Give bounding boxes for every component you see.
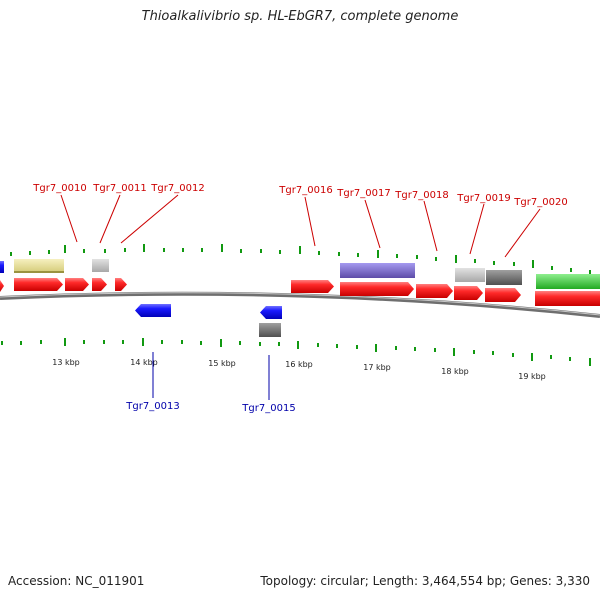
gene-label-tgr7-0018[interactable]: Tgr7_0018 [394,190,448,201]
feature-light-gray[interactable] [455,268,485,282]
genome-backbone [0,291,600,318]
gene-label-tgr7-0015[interactable]: Tgr7_0015 [241,403,295,414]
scale-label-15kbp: 15 kbp [208,359,236,368]
gene-label-tgr7-0010[interactable]: Tgr7_0010 [32,183,86,194]
gene-label-tgr7-0011[interactable]: Tgr7_0011 [92,183,146,194]
bottom-label-connectors [152,352,270,400]
cds-forward-h[interactable] [454,286,483,300]
scale-label-18kbp: 18 kbp [441,367,469,376]
feature-dark-gray[interactable] [486,270,522,285]
cds-reverse-tgr7-0015[interactable] [260,306,282,319]
bottom-tick-row [1,338,591,366]
feature-track [0,259,600,289]
reverse-strand-track [135,304,282,337]
feature-blue-edge[interactable] [0,261,4,273]
feature-green[interactable] [536,274,600,289]
genome-summary-text: Topology: circular; Length: 3,464,554 bp… [260,574,590,588]
feature-yellow-base [14,271,64,273]
genome-title: Thioalkalivibrio sp. HL-EbGR7, complete … [141,9,459,24]
gene-label-tgr7-0017[interactable]: Tgr7_0017 [336,188,390,199]
cds-forward-j[interactable] [535,291,600,306]
gene-label-tgr7-0013[interactable]: Tgr7_0013 [125,401,179,412]
cds-forward-b[interactable] [65,278,89,291]
feature-light-gray-small[interactable] [92,259,109,272]
top-tick-row [10,244,591,274]
cds-forward-e[interactable] [291,280,334,293]
cds-forward-f[interactable] [340,282,414,296]
gene-label-tgr7-0020[interactable]: Tgr7_0020 [513,197,567,208]
cds-reverse-tgr7-0013[interactable] [135,304,171,317]
forward-strand-track [0,278,600,306]
feature-yellow[interactable] [14,259,64,271]
scale-label-13kbp: 13 kbp [52,358,80,367]
scale-label-14kbp: 14 kbp [130,358,158,367]
cds-forward-edge[interactable] [0,280,4,292]
cds-forward-a[interactable] [14,278,63,291]
feature-dark-gray-reverse[interactable] [259,323,281,337]
accession-text: Accession: NC_011901 [8,574,145,588]
scale-label-19kbp: 19 kbp [518,372,546,381]
cds-forward-i[interactable] [485,288,521,302]
gene-label-tgr7-0016[interactable]: Tgr7_0016 [278,185,332,196]
gene-label-tgr7-0012[interactable]: Tgr7_0012 [150,183,204,194]
scale-label-16kbp: 16 kbp [285,360,313,369]
feature-purple[interactable] [340,263,415,278]
top-label-connectors [60,194,541,258]
gene-label-tgr7-0019[interactable]: Tgr7_0019 [456,193,510,204]
scale-label-17kbp: 17 kbp [363,363,391,372]
cds-forward-d[interactable] [115,278,127,291]
cds-forward-g[interactable] [416,284,453,298]
genome-backbone-highlight [0,292,600,316]
cds-forward-c[interactable] [92,278,107,291]
